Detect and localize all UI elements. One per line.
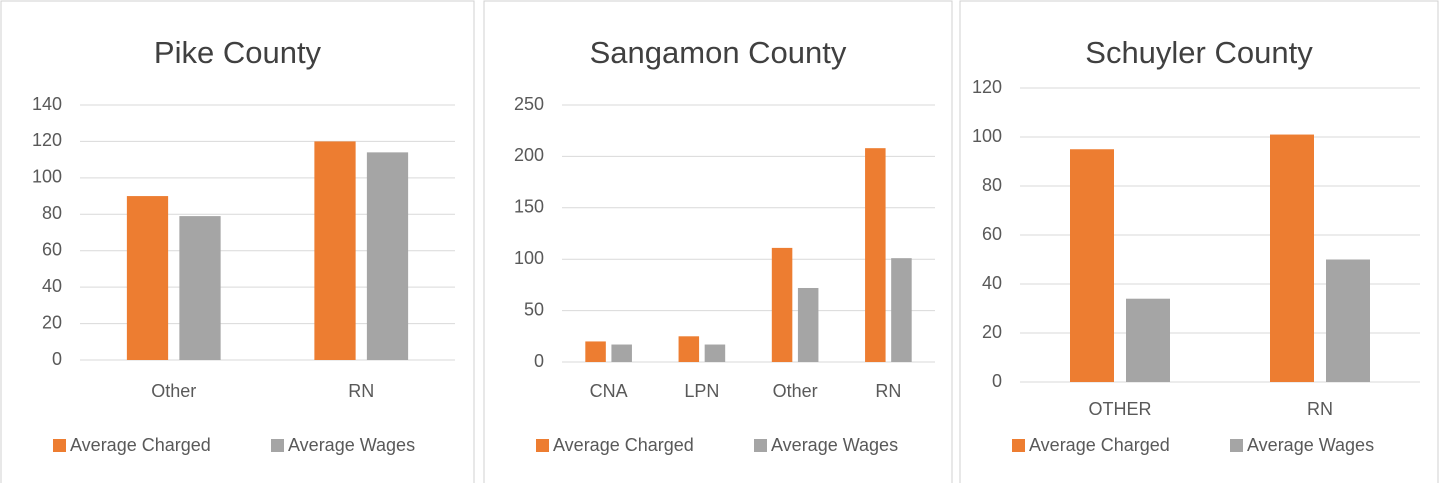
x-tick-label: RN	[1307, 399, 1333, 419]
y-tick-label: 150	[514, 197, 544, 217]
chart-title: Schuyler County	[1085, 35, 1313, 70]
x-tick-label: RN	[875, 381, 901, 401]
x-tick-label: OTHER	[1089, 399, 1152, 419]
bar	[797, 287, 819, 362]
y-tick-label: 60	[982, 224, 1002, 244]
y-tick-label: 20	[42, 312, 62, 332]
y-tick-label: 250	[514, 94, 544, 114]
y-tick-label: 120	[32, 130, 62, 150]
bar	[366, 152, 409, 360]
bar	[771, 247, 793, 362]
x-tick-label: CNA	[590, 381, 628, 401]
bar	[1126, 298, 1170, 382]
legend-label: Average Wages	[288, 435, 415, 455]
legend-label: Average Wages	[771, 435, 898, 455]
legend-swatch	[536, 439, 549, 452]
bar	[314, 141, 356, 360]
legend-swatch	[754, 439, 767, 452]
bar	[1326, 259, 1370, 382]
legend-label: Average Charged	[553, 435, 694, 455]
bar	[704, 344, 726, 362]
bar	[585, 341, 606, 362]
y-tick-label: 0	[52, 349, 62, 369]
x-tick-label: RN	[348, 381, 374, 401]
legend-label: Average Charged	[70, 435, 211, 455]
bar	[611, 344, 632, 362]
chart-title: Sangamon County	[590, 35, 847, 70]
y-tick-label: 20	[982, 322, 1002, 342]
bar	[891, 258, 912, 362]
bar	[1270, 134, 1314, 382]
y-tick-label: 40	[42, 276, 62, 296]
chart-frame	[959, 0, 1439, 483]
y-tick-label: 80	[42, 203, 62, 223]
bar	[179, 216, 221, 360]
legend-swatch	[53, 439, 66, 452]
y-tick-label: 50	[524, 299, 544, 319]
legend-swatch	[1012, 439, 1025, 452]
legend-label: Average Charged	[1029, 435, 1170, 455]
y-tick-label: 40	[982, 273, 1002, 293]
y-tick-label: 80	[982, 175, 1002, 195]
legend-label: Average Wages	[1247, 435, 1374, 455]
legend-swatch	[1230, 439, 1243, 452]
x-tick-label: Other	[773, 381, 818, 401]
y-tick-label: 140	[32, 94, 62, 114]
y-tick-label: 200	[514, 145, 544, 165]
y-tick-label: 100	[32, 167, 62, 187]
y-tick-label: 100	[514, 248, 544, 268]
chart-title: Pike County	[154, 35, 322, 70]
y-tick-label: 0	[534, 351, 544, 371]
bar	[126, 196, 169, 360]
bar	[1070, 149, 1114, 382]
legend-swatch	[271, 439, 284, 452]
x-tick-label: LPN	[684, 381, 719, 401]
y-tick-label: 0	[992, 371, 1002, 391]
bar	[865, 148, 886, 362]
bar	[678, 336, 700, 362]
y-tick-label: 100	[972, 126, 1002, 146]
y-tick-label: 60	[42, 239, 62, 259]
x-tick-label: Other	[151, 381, 196, 401]
y-tick-label: 120	[972, 77, 1002, 97]
